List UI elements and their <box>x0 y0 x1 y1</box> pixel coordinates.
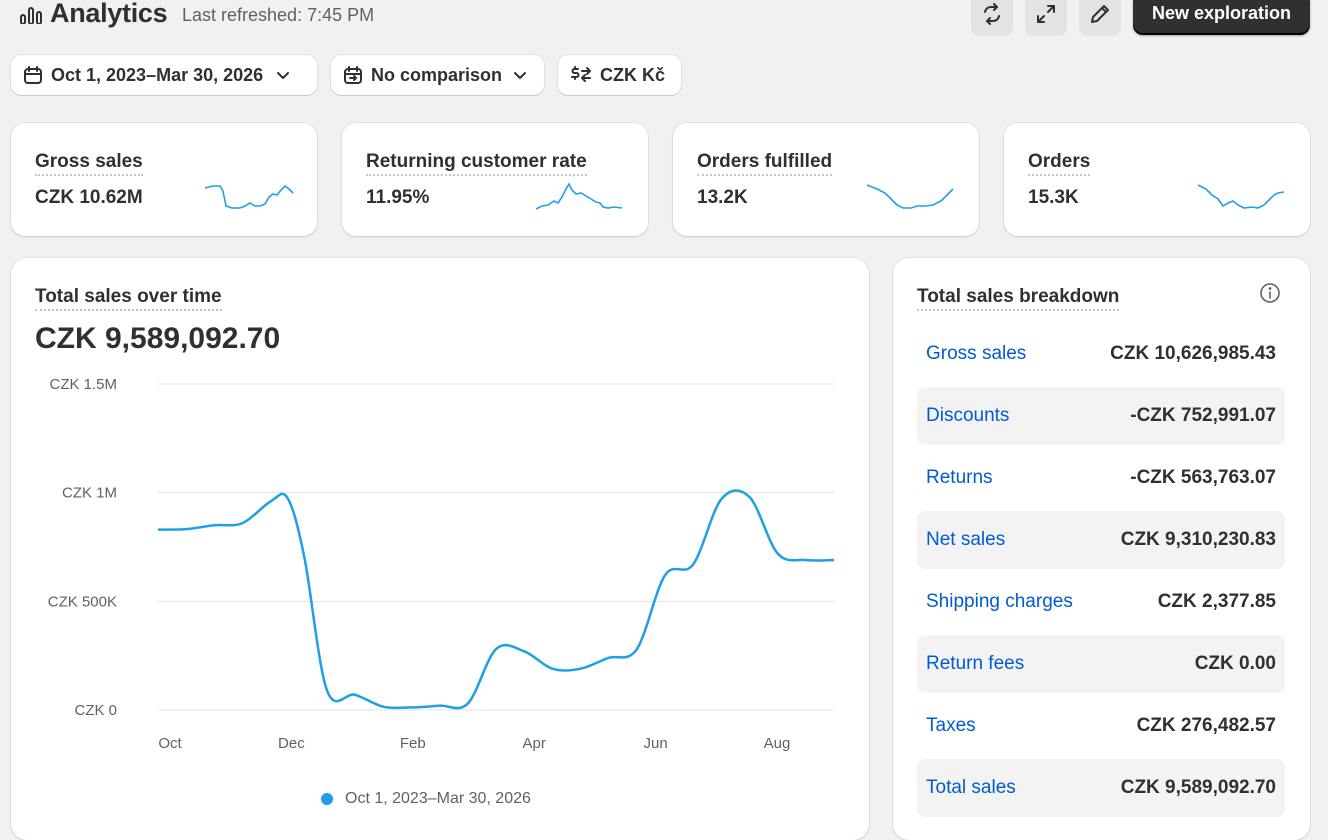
breakdown-row: Return fees CZK 0.00 <box>917 635 1285 693</box>
breakdown-title: Total sales breakdown <box>917 286 1120 311</box>
breakdown-row-value: CZK 0.00 <box>1194 653 1276 674</box>
y-tick-label: CZK 0 <box>74 702 117 719</box>
sparkline <box>536 182 623 210</box>
chevron-down-icon <box>514 72 527 79</box>
info-icon[interactable] <box>1259 282 1281 304</box>
breakdown-row-value: -CZK 752,991.07 <box>1130 405 1276 426</box>
fullscreen-button[interactable] <box>1025 0 1067 36</box>
kpi-label: Orders <box>1028 151 1091 176</box>
kpi-value: 15.3K <box>1028 187 1079 208</box>
x-tick-label: Jun <box>644 735 668 752</box>
currency-exchange-icon <box>571 66 591 82</box>
currency-label: CZK Kč <box>600 64 666 85</box>
kpi-label: Gross sales <box>35 151 143 176</box>
date-range-picker[interactable]: Oct 1, 2023–Mar 30, 2026 <box>11 55 317 95</box>
sales-over-time-card: Total sales over time CZK 9,589,092.70 C… <box>11 258 869 840</box>
x-tick-label: Aug <box>764 735 791 752</box>
y-tick-label: CZK 500K <box>48 593 117 610</box>
x-tick-label: Dec <box>278 735 305 752</box>
analytics-icon <box>20 7 42 24</box>
expand-icon <box>1037 5 1055 23</box>
chart-legend: Oct 1, 2023–Mar 30, 2026 <box>321 790 531 808</box>
breakdown-row-value: CZK 276,482.57 <box>1136 715 1276 736</box>
legend-label: Oct 1, 2023–Mar 30, 2026 <box>345 790 531 807</box>
sparkline <box>1198 184 1285 209</box>
breakdown-row: Gross sales CZK 10,626,985.43 <box>917 325 1285 383</box>
page-title: Analytics <box>50 0 168 28</box>
refresh-button[interactable] <box>971 0 1013 36</box>
breakdown-row-value: CZK 9,310,230.83 <box>1120 529 1276 550</box>
header: Analytics Last refreshed: 7:45 PM New ex… <box>0 0 1328 40</box>
pencil-icon <box>1091 5 1109 23</box>
x-tick-label: Apr <box>523 735 546 752</box>
date-range-label: Oct 1, 2023–Mar 30, 2026 <box>51 64 264 85</box>
breakdown-row-value: CZK 2,377.85 <box>1157 591 1276 612</box>
breakdown-row-label[interactable]: Net sales <box>926 529 1006 550</box>
kpi-value: 11.95% <box>366 187 430 208</box>
breakdown-row-value: -CZK 563,763.07 <box>1130 467 1276 488</box>
breakdown-row: Net sales CZK 9,310,230.83 <box>917 511 1285 569</box>
breakdown-row-value: CZK 9,589,092.70 <box>1120 777 1276 798</box>
kpi-label: Returning customer rate <box>366 151 587 176</box>
y-tick-label: CZK 1M <box>62 485 117 502</box>
breakdown-row: Discounts -CZK 752,991.07 <box>917 387 1285 445</box>
breakdown-row-label[interactable]: Return fees <box>926 653 1025 674</box>
comparison-picker[interactable]: No comparison <box>331 55 544 95</box>
last-refreshed: Last refreshed: 7:45 PM <box>182 5 375 25</box>
kpi-value: CZK 10.62M <box>35 187 143 208</box>
legend-dot <box>321 793 333 805</box>
comparison-label: No comparison <box>371 64 503 85</box>
breakdown-row: Taxes CZK 276,482.57 <box>917 697 1285 755</box>
breakdown-row-label[interactable]: Gross sales <box>926 343 1027 364</box>
sales-breakdown-card: Total sales breakdown Gross sales CZK 10,… <box>893 258 1310 840</box>
kpi-value: 13.2K <box>697 187 748 208</box>
x-tick-label: Oct <box>158 735 182 752</box>
calendar-icon <box>24 66 42 84</box>
new-exploration-button[interactable]: New exploration <box>1133 0 1310 35</box>
chart-title: Total sales over time <box>35 286 222 311</box>
kpi-label: Orders fulfilled <box>697 151 833 176</box>
sparkline <box>867 184 954 209</box>
sparkline <box>205 184 294 209</box>
breakdown-row-label[interactable]: Taxes <box>926 715 976 736</box>
currency-picker[interactable]: CZK Kč <box>558 55 681 95</box>
breakdown-row-label[interactable]: Total sales <box>926 777 1016 798</box>
kpi-card-gross-sales[interactable]: Gross sales CZK 10.62M <box>11 123 317 236</box>
refresh-icon <box>984 3 1000 25</box>
chart-total: CZK 9,589,092.70 <box>35 322 281 355</box>
x-tick-label: Feb <box>400 735 426 752</box>
edit-button[interactable] <box>1079 0 1121 36</box>
breakdown-row-value: CZK 10,626,985.43 <box>1110 343 1276 364</box>
kpi-card-orders[interactable]: Orders 15.3K <box>1004 123 1310 236</box>
breakdown-row-label[interactable]: Discounts <box>926 405 1010 426</box>
breakdown-row-label[interactable]: Shipping charges <box>926 591 1073 612</box>
chevron-down-icon <box>277 72 290 79</box>
sales-series-line <box>157 489 835 710</box>
y-tick-label: CZK 1.5M <box>49 376 117 393</box>
sales-line-chart: CZK 0 CZK 500K CZK 1M CZK 1.5M Oct Dec Feb Apr J… <box>48 376 835 752</box>
breakdown-row: Returns -CZK 563,763.07 <box>917 449 1285 507</box>
calendar-compare-icon <box>344 66 362 84</box>
kpi-card-returning-customer-rate[interactable]: Returning customer rate 11.95% <box>342 123 648 236</box>
breakdown-row: Total sales CZK 9,589,092.70 <box>917 759 1285 817</box>
breakdown-row: Shipping charges CZK 2,377.85 <box>917 573 1285 631</box>
kpi-card-orders-fulfilled[interactable]: Orders fulfilled 13.2K <box>673 123 979 236</box>
breakdown-row-label[interactable]: Returns <box>926 467 993 488</box>
